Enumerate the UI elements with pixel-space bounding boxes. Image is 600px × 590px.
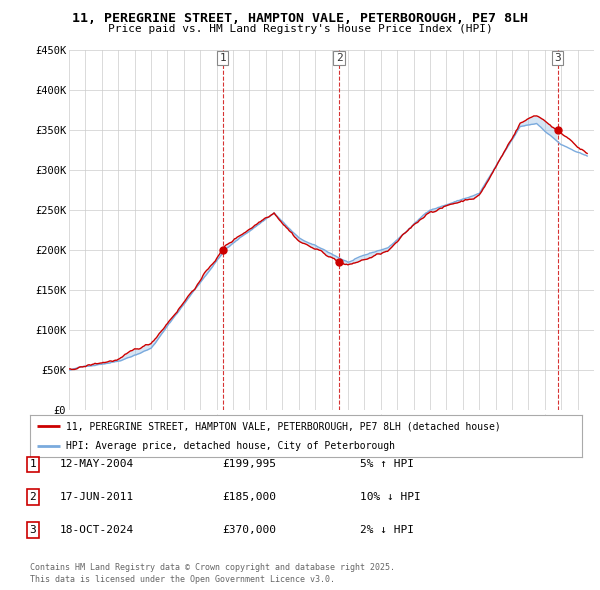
Text: 3: 3	[554, 53, 561, 63]
Text: 5% ↑ HPI: 5% ↑ HPI	[360, 460, 414, 469]
Text: Price paid vs. HM Land Registry's House Price Index (HPI): Price paid vs. HM Land Registry's House …	[107, 24, 493, 34]
Text: 2: 2	[335, 53, 343, 63]
Text: 11, PEREGRINE STREET, HAMPTON VALE, PETERBOROUGH, PE7 8LH (detached house): 11, PEREGRINE STREET, HAMPTON VALE, PETE…	[66, 421, 500, 431]
Text: £370,000: £370,000	[222, 525, 276, 535]
Text: 1: 1	[220, 53, 226, 63]
Text: £185,000: £185,000	[222, 492, 276, 502]
Text: 3: 3	[29, 525, 37, 535]
Text: 2% ↓ HPI: 2% ↓ HPI	[360, 525, 414, 535]
Text: Contains HM Land Registry data © Crown copyright and database right 2025.: Contains HM Land Registry data © Crown c…	[30, 563, 395, 572]
Text: 2: 2	[29, 492, 37, 502]
Text: 17-JUN-2011: 17-JUN-2011	[60, 492, 134, 502]
Text: 11, PEREGRINE STREET, HAMPTON VALE, PETERBOROUGH, PE7 8LH: 11, PEREGRINE STREET, HAMPTON VALE, PETE…	[72, 12, 528, 25]
Text: HPI: Average price, detached house, City of Peterborough: HPI: Average price, detached house, City…	[66, 441, 395, 451]
Text: 1: 1	[29, 460, 37, 469]
Text: This data is licensed under the Open Government Licence v3.0.: This data is licensed under the Open Gov…	[30, 575, 335, 584]
Text: 12-MAY-2004: 12-MAY-2004	[60, 460, 134, 469]
Text: 10% ↓ HPI: 10% ↓ HPI	[360, 492, 421, 502]
Text: 18-OCT-2024: 18-OCT-2024	[60, 525, 134, 535]
Text: £199,995: £199,995	[222, 460, 276, 469]
